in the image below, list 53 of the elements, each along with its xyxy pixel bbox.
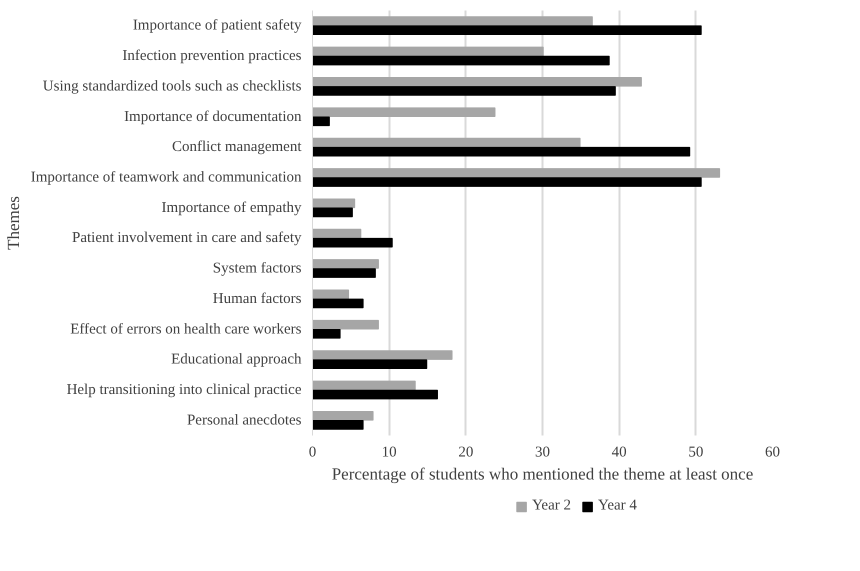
x-tick-label: 10: [382, 444, 397, 460]
x-axis-title: Percentage of students who mentioned the theme at least once: [332, 464, 754, 484]
y-axis-title: Themes: [4, 196, 23, 250]
bar: [312, 390, 438, 400]
bar: [312, 290, 350, 300]
bar: [312, 198, 356, 208]
bar: [312, 268, 376, 278]
bar: [312, 25, 702, 36]
bar: [312, 228, 362, 238]
y-tick-label: Effect of errors on health care workers: [70, 321, 302, 338]
bar: [312, 410, 374, 421]
y-tick-label: Patient involvement in care and safety: [72, 230, 302, 246]
bar: [312, 238, 393, 248]
bar: [312, 420, 364, 430]
x-tick-label: 60: [765, 444, 780, 460]
y-tick-label: Importance of patient safety: [132, 18, 302, 34]
bar: [312, 350, 453, 360]
y-tick-label: Importance of documentation: [124, 108, 302, 125]
x-tick-label: 30: [535, 444, 550, 460]
bar: [312, 168, 720, 178]
y-tick-label: Personal anecdotes: [186, 412, 302, 428]
bar: [312, 46, 544, 56]
bar: [312, 328, 341, 339]
bar: [312, 138, 581, 148]
bar: [312, 208, 353, 218]
bar: [312, 359, 428, 369]
y-tick-label: Importance of empathy: [162, 200, 302, 216]
x-tick-label: 20: [458, 444, 474, 460]
y-tick-label: Educational approach: [171, 352, 302, 368]
bar: [312, 320, 379, 330]
bar: [312, 107, 496, 118]
y-tick-label: Human factors: [212, 290, 302, 307]
bar: [312, 116, 330, 126]
legend-label: Year 2: [532, 498, 571, 514]
bar: [312, 56, 610, 66]
x-tick-label: 40: [612, 444, 627, 460]
bar: [312, 259, 379, 269]
y-tick-label: System factors: [212, 260, 302, 277]
bar: [312, 380, 416, 390]
legend-label: Year 4: [598, 498, 637, 514]
y-tick-label: Help transitioning into clinical practice: [66, 382, 302, 398]
bar: [312, 86, 616, 96]
bar: [312, 146, 690, 156]
x-tick-label: 50: [688, 444, 704, 460]
x-tick-label: 0: [308, 444, 316, 460]
y-tick-label: Importance of teamwork and communication: [30, 169, 302, 186]
bar: [312, 77, 642, 87]
y-tick-label: Using standardized tools such as checklists: [42, 78, 302, 94]
bar: [312, 177, 702, 187]
bar: [312, 16, 593, 26]
y-tick-label: Conflict management: [172, 139, 302, 156]
bar: [312, 298, 364, 308]
y-tick-label: Infection prevention practices: [122, 48, 302, 64]
